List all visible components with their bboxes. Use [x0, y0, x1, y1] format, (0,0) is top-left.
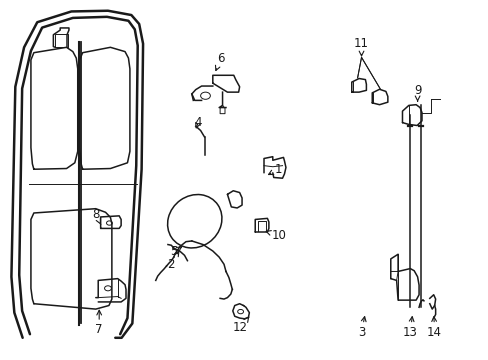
Text: 5: 5 [170, 245, 182, 258]
Text: 7: 7 [95, 310, 103, 336]
Text: 3: 3 [357, 317, 366, 339]
Text: 11: 11 [353, 37, 368, 56]
Text: 10: 10 [265, 229, 285, 242]
Text: 13: 13 [402, 317, 417, 339]
Text: 2: 2 [166, 252, 179, 271]
Text: 6: 6 [215, 51, 224, 71]
Text: 4: 4 [194, 116, 202, 129]
Text: 9: 9 [413, 84, 421, 101]
Text: 1: 1 [268, 163, 282, 176]
Text: 8: 8 [92, 208, 101, 225]
Text: 12: 12 [233, 317, 248, 334]
Text: 14: 14 [427, 317, 441, 339]
